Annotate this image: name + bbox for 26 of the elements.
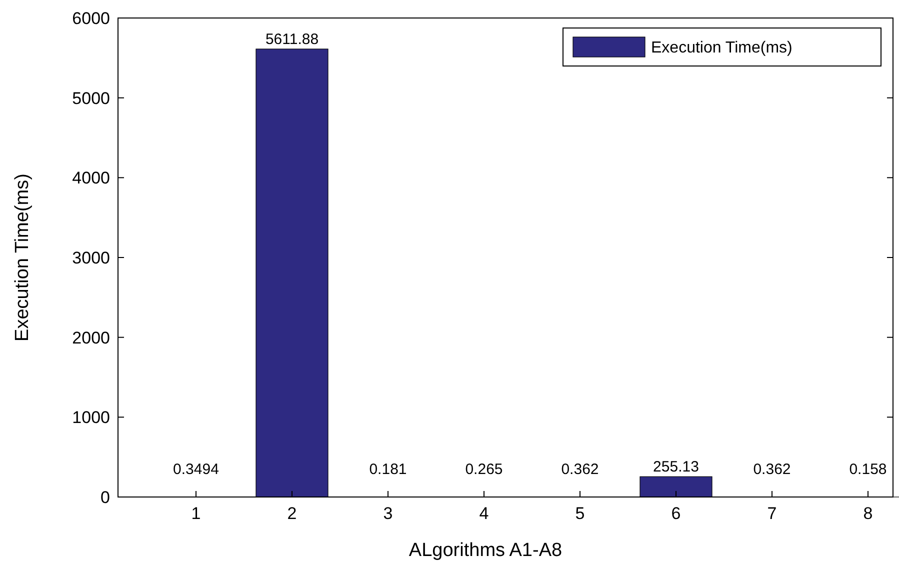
data-label: 5611.88 — [265, 30, 319, 48]
data-label: 0.265 — [465, 461, 503, 478]
x-tick-label: 3 — [383, 504, 393, 523]
x-axis-title: ALgorithms A1-A8 — [408, 540, 562, 561]
y-axis-title: Execution Time(ms) — [12, 174, 33, 342]
data-label: 0.158 — [849, 461, 887, 478]
legend-label: Execution Time(ms) — [651, 40, 792, 57]
data-label: 255.13 — [653, 458, 699, 476]
y-tick-label: 6000 — [72, 8, 110, 28]
y-tick-label: 5000 — [72, 88, 110, 108]
x-tick-label: 4 — [479, 504, 489, 523]
x-tick-label: 2 — [287, 504, 297, 523]
y-tick-label: 0 — [100, 488, 110, 507]
data-label: 0.362 — [561, 461, 599, 478]
y-tick-label: 4000 — [72, 168, 110, 188]
y-tick-label: 3000 — [72, 248, 110, 268]
x-tick-label: 5 — [575, 504, 585, 523]
data-label: 0.3494 — [173, 461, 219, 478]
x-tick-label: 1 — [191, 504, 201, 523]
y-tick-label: 1000 — [72, 408, 110, 428]
x-tick-label: 8 — [863, 504, 873, 523]
x-tick-label: 6 — [671, 504, 681, 523]
x-tick-label: 7 — [767, 504, 777, 523]
data-label: 0.181 — [369, 461, 407, 478]
data-label: 0.362 — [753, 461, 791, 478]
y-tick-label: 2000 — [72, 328, 110, 348]
